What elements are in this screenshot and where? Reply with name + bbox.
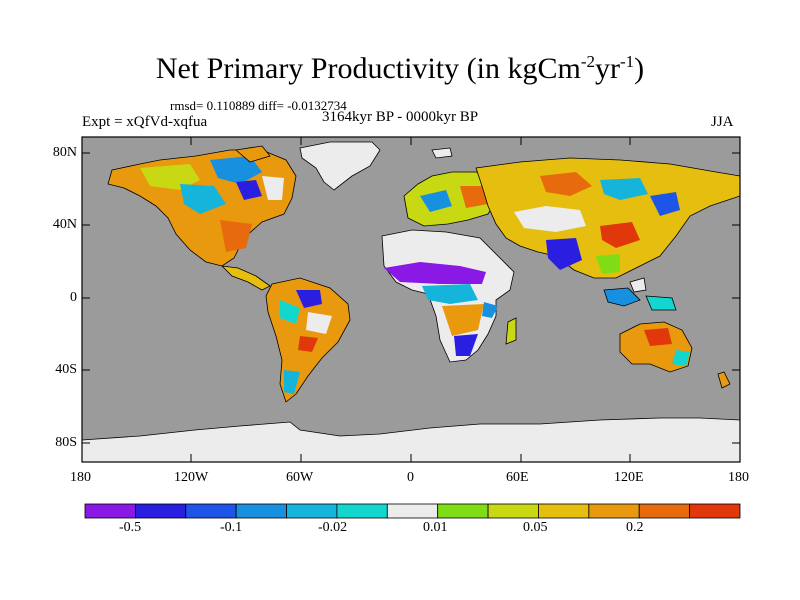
lat-label-40s: 40S	[55, 362, 77, 377]
lon-label-180-right: 180	[728, 470, 749, 485]
lat-label-0: 0	[70, 290, 77, 305]
antarctica	[82, 417, 740, 462]
greenland	[299, 141, 381, 191]
lon-label-60w: 60W	[286, 470, 314, 485]
lon-label-0: 0	[407, 470, 414, 485]
colorbar-label-0.2: 0.2	[626, 520, 644, 535]
colorbar-label-0.05: 0.05	[523, 520, 548, 535]
central-america	[220, 265, 271, 291]
lat-label-40n: 40N	[52, 217, 77, 232]
lon-label-120w: 120W	[174, 470, 209, 485]
lon-label-120e: 120E	[614, 470, 644, 485]
colorbar-label-0.01: 0.01	[423, 520, 448, 535]
asia	[475, 157, 740, 279]
season-label: JJA	[711, 114, 734, 130]
experiment-label: Expt = xQfVd-xqfua	[82, 114, 208, 130]
lon-label-180-left: 180	[70, 470, 91, 485]
colorbar-label-neg0.5: -0.5	[119, 520, 142, 535]
colorbar-label-neg0.1: -0.1	[220, 520, 243, 535]
lat-label-80n: 80N	[52, 145, 77, 160]
period-label: 3164kyr BP - 0000kyr BP	[322, 109, 479, 125]
lon-label-60e: 60E	[506, 470, 529, 485]
maritime-southeast-asia	[603, 287, 641, 307]
chart-title: Net Primary Productivity (in kgCm-2yr-1)	[155, 52, 645, 85]
stats-text: rmsd= 0.110889 diff= -0.0132734	[170, 98, 347, 113]
lat-label-80s: 80S	[55, 435, 77, 450]
colorbar-label-neg0.02: -0.02	[318, 520, 348, 535]
